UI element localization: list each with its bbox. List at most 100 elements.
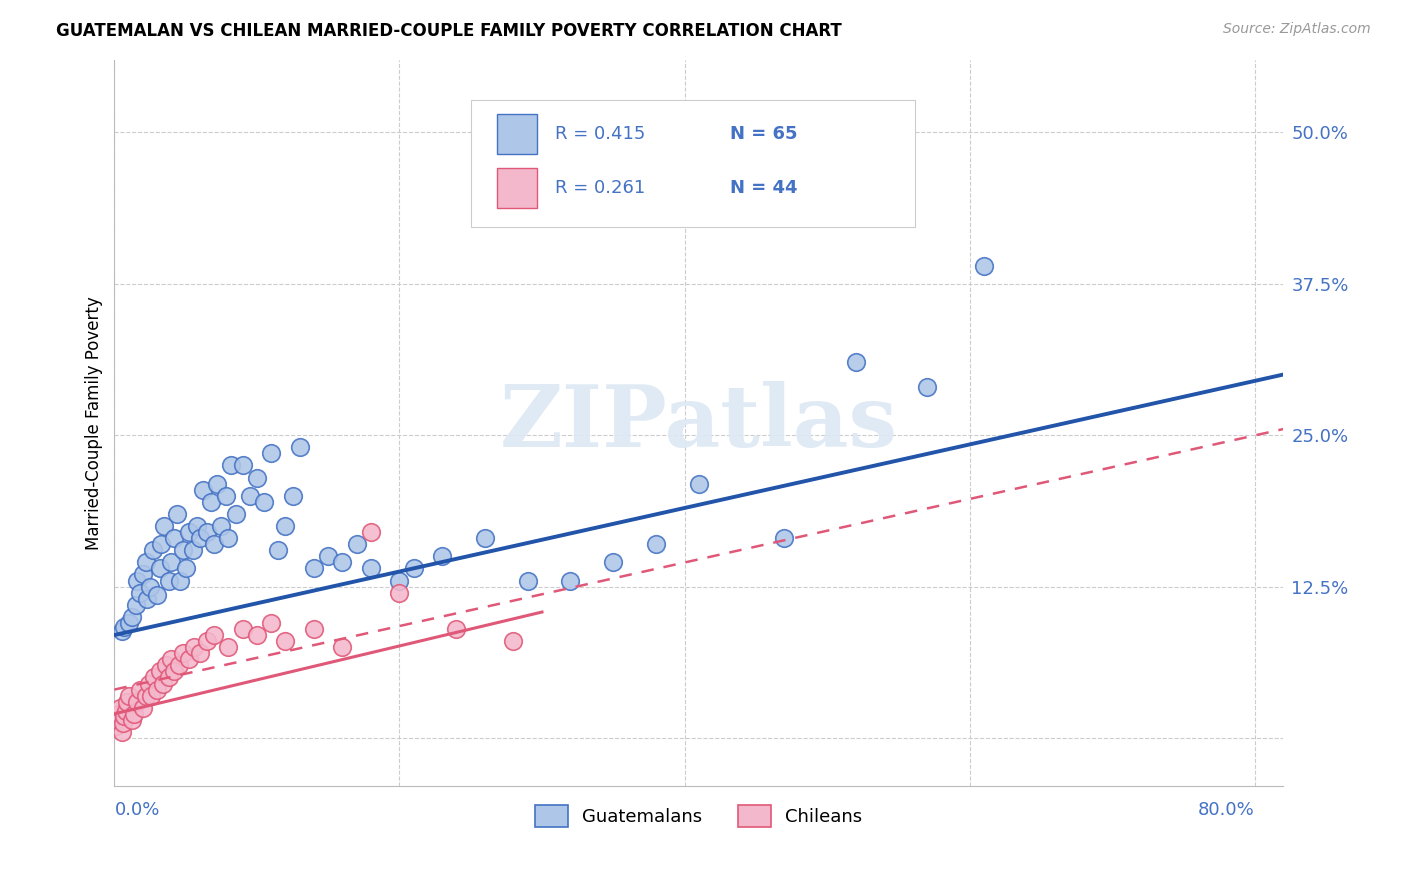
Point: [844, 355, 866, 369]
Point: [260, 446, 283, 460]
Point: [114, 704, 136, 718]
Point: [274, 519, 297, 533]
Point: [181, 543, 204, 558]
Point: [246, 628, 269, 642]
Point: [195, 634, 218, 648]
Point: [205, 476, 228, 491]
Point: [149, 665, 172, 679]
Text: R = 0.261: R = 0.261: [555, 179, 645, 197]
Point: [111, 716, 134, 731]
Point: [332, 555, 354, 569]
Point: [177, 652, 200, 666]
Legend: Guatemalans, Chileans: Guatemalans, Chileans: [526, 796, 872, 836]
Point: [172, 646, 194, 660]
Point: [388, 574, 411, 588]
Point: [195, 524, 218, 539]
FancyBboxPatch shape: [471, 100, 915, 227]
Point: [104, 719, 127, 733]
Point: [138, 676, 160, 690]
Point: [745, 198, 768, 212]
Point: [118, 689, 141, 703]
Point: [360, 561, 382, 575]
Point: [316, 549, 339, 564]
Point: [202, 628, 225, 642]
Point: [112, 619, 135, 633]
Point: [388, 585, 411, 599]
Point: [121, 713, 143, 727]
Point: [112, 709, 135, 723]
Point: [973, 259, 995, 273]
Point: [167, 658, 190, 673]
Point: [124, 706, 146, 721]
Point: [360, 524, 382, 539]
Point: [191, 483, 214, 497]
Point: [150, 537, 173, 551]
Point: [169, 574, 191, 588]
Point: [186, 519, 208, 533]
Point: [127, 695, 149, 709]
Point: [209, 519, 232, 533]
Point: [560, 574, 582, 588]
Point: [160, 555, 183, 569]
Point: [288, 440, 311, 454]
Point: [516, 574, 538, 588]
Point: [915, 380, 938, 394]
Point: [773, 531, 796, 545]
Point: [602, 555, 624, 569]
Point: [135, 555, 157, 569]
Point: [267, 543, 290, 558]
Point: [160, 652, 183, 666]
Text: Source: ZipAtlas.com: Source: ZipAtlas.com: [1223, 22, 1371, 37]
Bar: [496, 169, 537, 208]
Point: [141, 689, 163, 703]
Text: 0.0%: 0.0%: [114, 801, 160, 819]
Point: [200, 495, 222, 509]
Point: [188, 646, 211, 660]
Point: [125, 598, 148, 612]
Point: [281, 489, 304, 503]
Point: [139, 580, 162, 594]
Point: [107, 706, 129, 721]
Point: [246, 470, 269, 484]
Text: N = 65: N = 65: [730, 125, 797, 144]
Point: [645, 537, 668, 551]
Point: [108, 700, 131, 714]
Point: [217, 531, 239, 545]
Point: [446, 622, 468, 636]
Point: [135, 689, 157, 703]
Point: [157, 670, 180, 684]
Point: [302, 561, 325, 575]
Point: [143, 670, 166, 684]
Point: [239, 489, 262, 503]
Point: [155, 658, 177, 673]
Point: [502, 634, 524, 648]
Point: [217, 640, 239, 655]
Bar: [496, 114, 537, 154]
Point: [132, 700, 155, 714]
Point: [688, 476, 710, 491]
Point: [183, 640, 205, 655]
Point: [132, 567, 155, 582]
Text: GUATEMALAN VS CHILEAN MARRIED-COUPLE FAMILY POVERTY CORRELATION CHART: GUATEMALAN VS CHILEAN MARRIED-COUPLE FAM…: [56, 22, 842, 40]
Point: [474, 531, 496, 545]
Point: [219, 458, 242, 473]
Text: 80.0%: 80.0%: [1198, 801, 1254, 819]
Point: [146, 682, 169, 697]
Point: [163, 531, 186, 545]
Point: [402, 561, 425, 575]
Point: [302, 622, 325, 636]
Point: [127, 574, 149, 588]
Point: [153, 519, 176, 533]
Point: [142, 543, 165, 558]
Point: [152, 676, 174, 690]
Point: [232, 458, 254, 473]
Point: [146, 588, 169, 602]
Point: [225, 507, 247, 521]
Text: N = 44: N = 44: [730, 179, 797, 197]
Point: [432, 549, 454, 564]
Point: [157, 574, 180, 588]
Point: [260, 615, 283, 630]
Point: [174, 561, 197, 575]
Point: [115, 695, 138, 709]
Point: [118, 615, 141, 630]
